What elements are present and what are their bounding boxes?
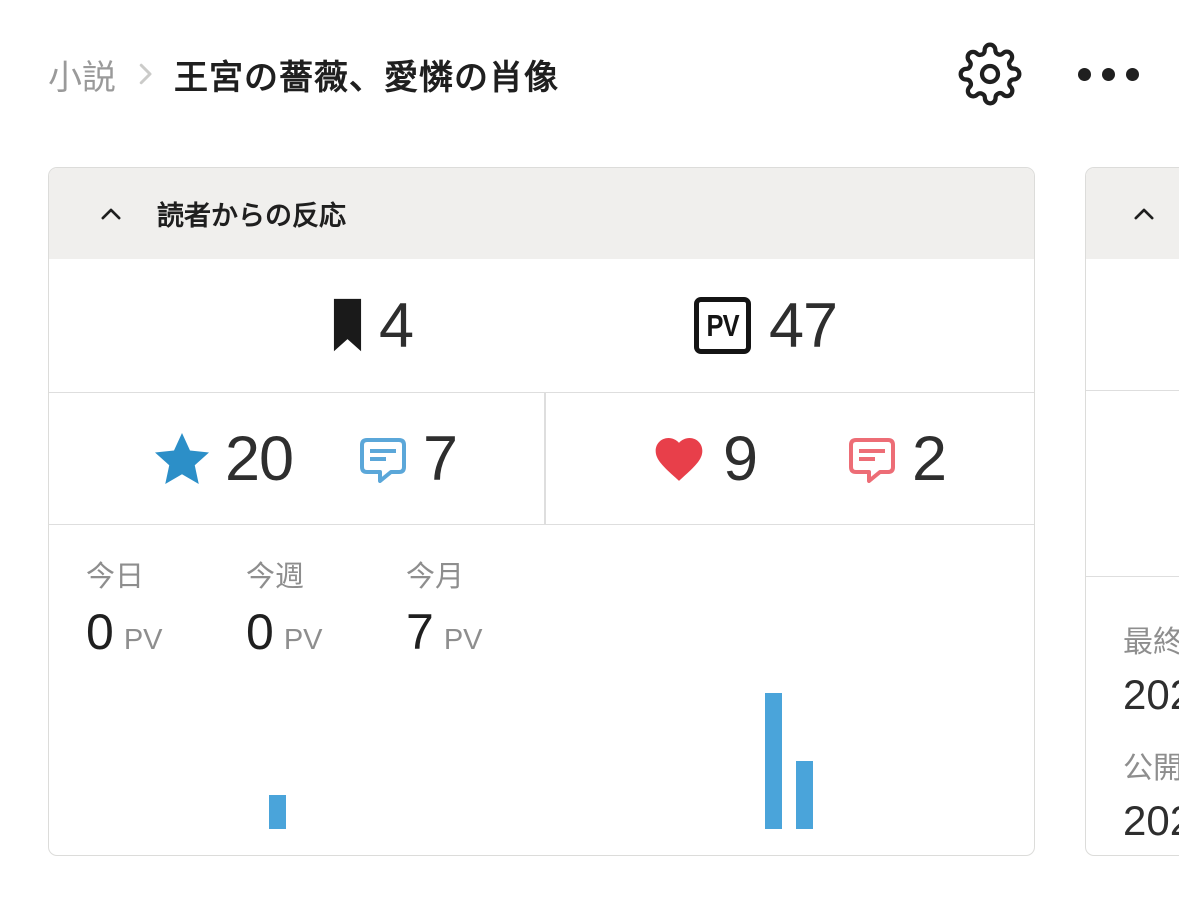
more-options-button[interactable] [1072,38,1144,110]
chart-bar-slot [696,689,727,829]
totals-row: 4 PV 47 [49,259,1034,393]
chart-bar-slot [634,689,665,829]
chart-bar-slot [107,689,138,829]
chart-bar-slot [231,689,262,829]
chart-bar-slot [417,689,448,829]
chart-bar-slot [882,689,913,829]
reader-reactions-card: 読者からの反応 4 PV 47 20 [48,167,1035,856]
chart-bar-slot [851,689,882,829]
chart-bar [765,693,782,829]
side-card-dates: 最終 202 公開 202 [1086,577,1179,845]
side-card-section [1086,259,1179,391]
published-field: 公開 202 [1123,752,1179,844]
period-week: 今週 0 PV [246,561,323,660]
ellipsis-icon [1077,67,1091,81]
last-updated-field: 最終 202 [1123,626,1179,718]
chart-bar-slot [944,689,975,829]
settings-button[interactable] [954,38,1026,110]
chart-bar-slot [200,689,231,829]
breadcrumb-section-link[interactable]: 小説 [48,58,116,97]
star-comments: 7 [357,423,458,495]
chevron-up-icon[interactable] [91,200,131,228]
chart-bar-slot [665,689,696,829]
heart-comment-count: 2 [912,423,947,494]
chart-bar-slot [479,689,510,829]
chart-bar-slot [603,689,634,829]
chart-bar-slot [169,689,200,829]
reactions-card-header[interactable]: 読者からの反応 [49,168,1034,259]
week-pv-value: 0 [246,604,274,660]
chart-bar-slot [76,689,107,829]
comment-icon [357,435,409,483]
heart-rating: 9 [649,423,758,495]
chart-bar-slot [262,689,293,829]
chart-bar-slot [138,689,169,829]
pv-count: 47 [769,290,838,361]
chart-bar-slot [727,689,758,829]
period-month: 今月 7 PV [406,561,483,660]
heart-comments: 2 [846,423,947,495]
ratings-row: 20 7 9 [49,393,1034,525]
chart-bar-slot [820,689,851,829]
chart-bar-slot [789,689,820,829]
chart-bar-slot [541,689,572,829]
page-title: 王宮の薔薇、愛憐の肖像 [174,58,559,97]
chevron-up-icon[interactable] [1124,200,1164,228]
star-comment-count: 7 [423,423,458,494]
comment-icon [846,435,898,483]
ellipsis-icon [1101,67,1115,81]
today-pv-value: 0 [86,604,114,660]
chevron-right-icon [130,57,160,91]
chart-bar-slot [293,689,324,829]
chart-bar-slot [386,689,417,829]
heart-count: 9 [723,423,758,494]
reactions-card-title: 読者からの反応 [157,201,346,231]
star-count: 20 [225,423,294,494]
star-icon [151,429,213,489]
bookmark-icon [332,298,363,354]
pv-badge-icon: PV [694,297,751,354]
ellipsis-icon [1125,67,1139,81]
chart-bar [796,761,813,829]
chart-bar-slot [572,689,603,829]
heart-icon [649,431,709,487]
side-info-card: 最終 202 公開 202 [1085,167,1179,856]
pageview-total: PV 47 [694,290,838,362]
pageview-stats-row: 今日 0 PV 今週 0 PV 今月 7 [49,525,1034,855]
side-card-header[interactable] [1086,168,1179,259]
chart-bar-slot [324,689,355,829]
gear-icon [958,42,1022,106]
bookmark-total: 4 [332,290,414,362]
chart-bar-slot [355,689,386,829]
chart-bar-slot [510,689,541,829]
chart-bar [269,795,286,829]
month-pv-value: 7 [406,604,434,660]
bookmark-count: 4 [379,290,414,361]
divider [544,393,546,524]
star-rating: 20 [151,423,294,495]
period-stats: 今日 0 PV 今週 0 PV 今月 7 [86,553,566,661]
chart-bar-slot [975,689,1006,829]
side-card-section [1086,391,1179,577]
chart-bar-slot [758,689,789,829]
chart-bar-slot [448,689,479,829]
breadcrumb: 小説 王宮の薔薇、愛憐の肖像 [48,46,559,102]
period-today: 今日 0 PV [86,561,163,660]
chart-bar-slot [913,689,944,829]
daily-pv-bar-chart [76,689,1006,829]
